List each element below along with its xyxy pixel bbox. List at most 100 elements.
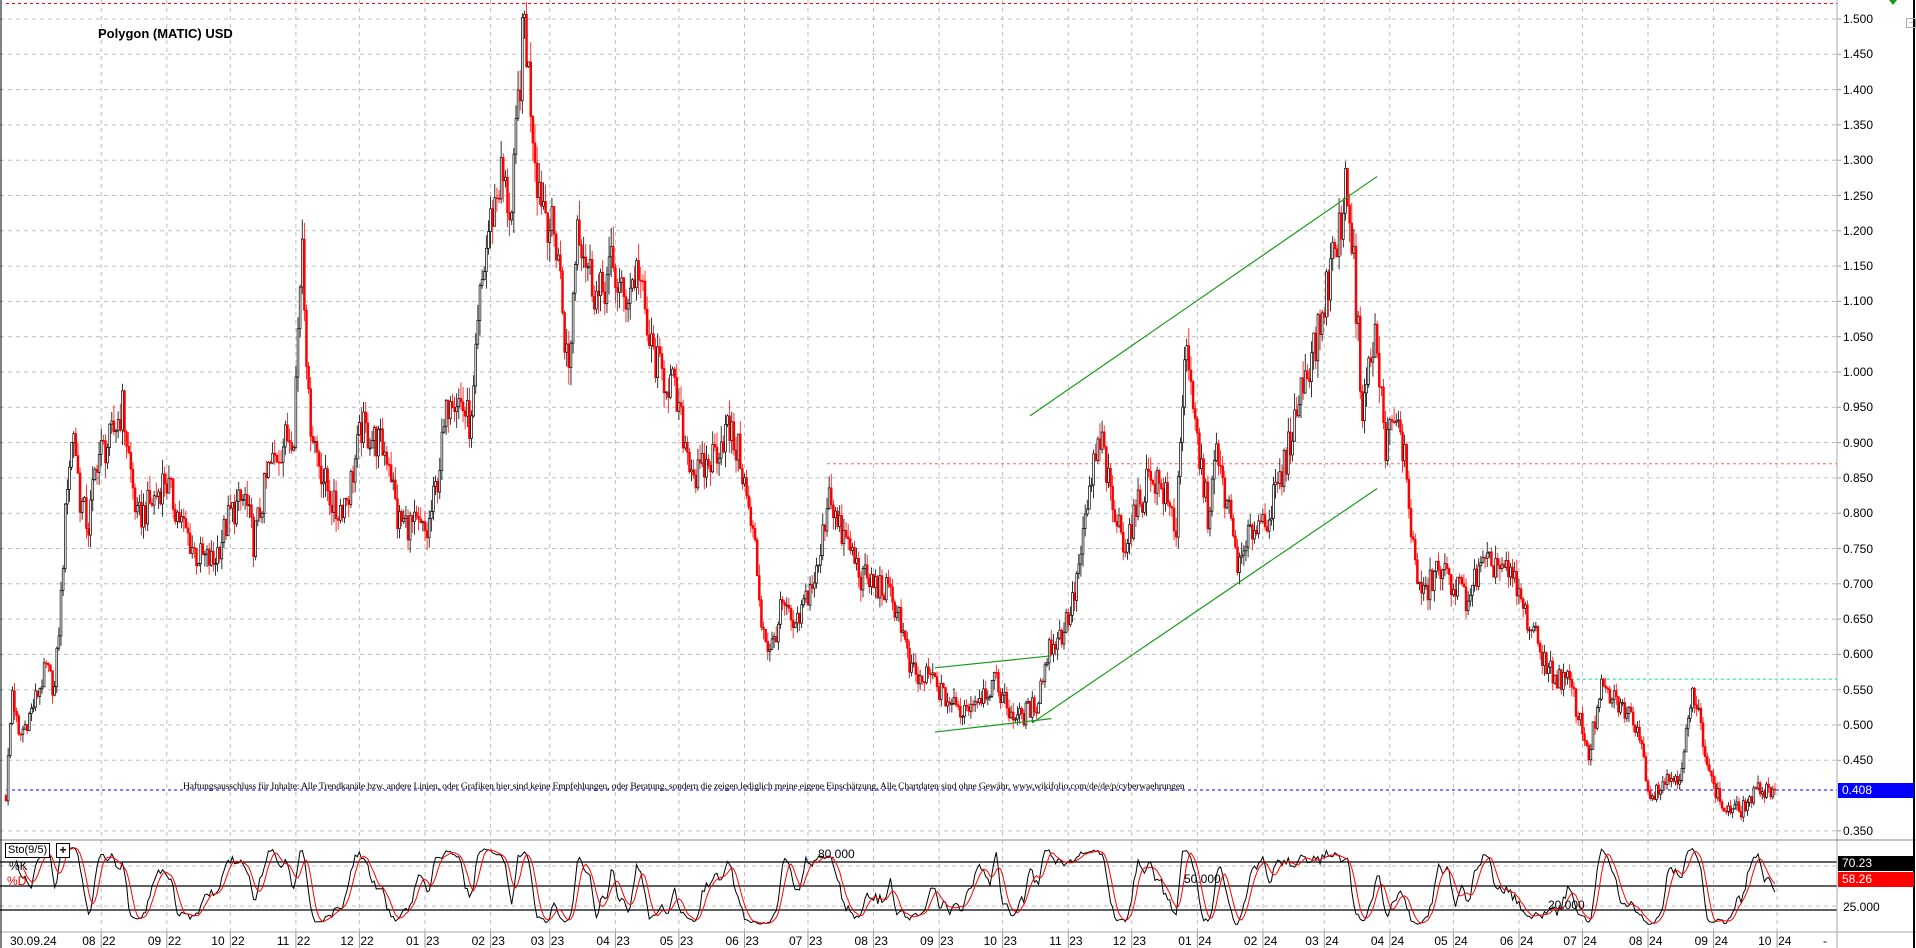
candle-body (747, 495, 750, 508)
candle-body (709, 464, 712, 473)
candle-body (787, 604, 791, 609)
candle-body (298, 286, 302, 330)
candle-body (1619, 702, 1622, 713)
candle-body (1735, 801, 1739, 806)
candle-body (1617, 696, 1620, 713)
candle-body (21, 728, 25, 735)
candle-body (1223, 477, 1227, 509)
candle-body (275, 454, 279, 463)
candle-body (195, 547, 198, 567)
candle-body (1657, 784, 1660, 795)
candle-body (614, 267, 617, 288)
candle-body (719, 441, 723, 459)
candle-body (1627, 706, 1631, 714)
candle-body (1181, 406, 1184, 443)
x-month-label: 03 (1305, 934, 1319, 948)
candle-body (956, 704, 960, 707)
stochastic-indicator-label[interactable]: Sto(9/5) (5, 843, 51, 858)
candle-body (1401, 431, 1404, 462)
candle-body (1314, 332, 1318, 362)
candle-body (1200, 458, 1203, 469)
candle-body (99, 440, 103, 455)
candle-body (705, 459, 708, 478)
y-tick-label: 0.600 (1843, 647, 1874, 662)
candle-body (1251, 524, 1254, 540)
candle-body (1589, 749, 1593, 761)
candle-body (1045, 662, 1049, 666)
candle-body (544, 201, 547, 214)
x-month-label: 10 (1758, 934, 1772, 948)
candle-body (387, 463, 391, 466)
y-tick-label: 1.100 (1843, 294, 1874, 309)
candle-body (1615, 690, 1618, 697)
candle-body (1278, 471, 1282, 484)
candle-body (1369, 357, 1373, 363)
candle-body (652, 333, 655, 347)
candle-body (163, 473, 166, 485)
candle-body (78, 472, 82, 513)
add-indicator-button[interactable]: + (56, 843, 70, 858)
candle-body (1579, 713, 1582, 721)
candle-body (449, 401, 452, 420)
candle-body (870, 573, 873, 587)
candle-body (1371, 356, 1375, 363)
candle-body (1020, 708, 1023, 714)
candle-body (1276, 481, 1279, 484)
candle-body (537, 181, 541, 198)
candle-body (224, 518, 228, 537)
candle-body (1031, 697, 1034, 718)
candle-body (402, 518, 406, 522)
collapse-icon[interactable]: − (1906, 18, 1916, 28)
candle-body (557, 254, 560, 261)
candle-body (880, 575, 884, 596)
x-month-label: 03 (530, 934, 545, 948)
candle-body (1149, 471, 1153, 481)
candle-body (1727, 805, 1730, 812)
candle-body (1598, 698, 1601, 708)
candle-body (768, 649, 772, 652)
candle-body (609, 246, 613, 258)
candle-body (1185, 345, 1188, 361)
candle-body (281, 446, 285, 463)
candle-body (1750, 796, 1753, 804)
candle-body (1562, 672, 1565, 690)
candle-body (813, 582, 816, 589)
candle-body (442, 426, 446, 433)
candle-body (1540, 651, 1544, 666)
candle-body (838, 515, 841, 527)
candle-body (707, 459, 710, 466)
candle-body (42, 662, 46, 688)
candle-body (967, 706, 971, 712)
candle-body (1028, 701, 1032, 718)
candle-body (307, 366, 310, 390)
candle-body (1498, 564, 1502, 569)
candle-body (895, 611, 899, 618)
x-year-label: 23 (679, 934, 694, 948)
candle-body (188, 532, 192, 554)
candle-body (827, 487, 831, 509)
candle-body (470, 415, 473, 439)
candle-body (1113, 509, 1117, 522)
candle-body (798, 613, 801, 624)
candle-body (356, 434, 359, 460)
candle-body (446, 399, 450, 420)
candle-body (1706, 756, 1709, 766)
candle-body (1477, 565, 1480, 587)
candle-body (36, 690, 39, 697)
x-month-label: 10 (211, 934, 225, 948)
candle-body (857, 558, 860, 578)
candle-body (366, 422, 370, 449)
candle-body (150, 502, 154, 506)
candle-body (1447, 568, 1451, 575)
candle-body (523, 14, 526, 18)
candle-body (4, 795, 8, 802)
candle-body (1327, 271, 1330, 301)
candle-body (235, 500, 238, 525)
candle-body (540, 181, 543, 207)
candle-body (516, 89, 520, 119)
x-year-label: 22 (102, 934, 116, 948)
candle-body (713, 443, 717, 448)
candle-body (1553, 674, 1557, 684)
candle-body (250, 504, 253, 518)
candle-body (1591, 721, 1595, 750)
